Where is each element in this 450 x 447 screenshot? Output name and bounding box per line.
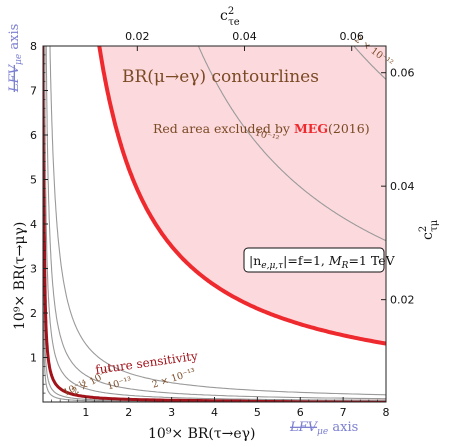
parameter-box: |ne,μ,τ|=f=1, MR=1 TeV	[243, 247, 396, 273]
top-axis-label: c2 τe	[220, 6, 240, 28]
contour-line	[45, 46, 386, 400]
y-tick-label: 8	[30, 40, 37, 53]
svg-text:|ne,μ,τ|=f=1, MR=1 TeV: |ne,μ,τ|=f=1, MR=1 TeV	[249, 253, 396, 271]
axis-ticks-layer: 1 2 3 4 5 6 7 8 1 2 3 4 5 6 7 8 0.02 0.04 0.06 0.02 0.04 0.06	[30, 30, 415, 419]
excluded-region-label: Red area excluded by MEG(2016)	[153, 121, 370, 136]
contour-line	[43, 67, 386, 402]
svg-text:LFVμe axis: LFVμe axis	[289, 420, 358, 437]
contour-label: 2 × 10⁻¹³	[151, 366, 197, 390]
x-tick-label: 7	[340, 406, 347, 419]
lfv-x-axis-label: LFVμe axis	[289, 420, 358, 437]
y-tick-label: 1	[30, 352, 37, 365]
x-axis-label: 10⁹× BR(τ→eγ)	[148, 426, 256, 442]
svg-text:LFVμe axis: LFVμe axis	[7, 24, 24, 93]
top-tick-label: 0.06	[339, 30, 364, 43]
contour-lines-layer	[43, 46, 386, 402]
meg-bound-line	[97, 46, 386, 346]
top-tick-label: 0.02	[125, 30, 150, 43]
right-tick-label: 0.06	[390, 67, 415, 80]
x-tick-label: 1	[82, 406, 89, 419]
x-tick-label: 5	[254, 406, 261, 419]
x-tick-label: 2	[125, 406, 132, 419]
right-axis-label: c2τμ	[418, 219, 440, 240]
y-tick-label: 6	[30, 129, 37, 142]
y-axis-label: 10⁹× BR(τ→μγ)	[12, 222, 28, 330]
right-tick-label: 0.04	[390, 180, 415, 193]
y-tick-label: 5	[30, 174, 37, 187]
y-tick-label: 2	[30, 307, 37, 320]
x-tick-label: 8	[383, 406, 390, 419]
contour-line	[44, 46, 386, 401]
lfv-y-axis-label: LFVμe axis	[7, 24, 24, 93]
chart-title: BR(μ→eγ) contourlines	[122, 67, 319, 87]
contour-line	[49, 46, 386, 396]
y-tick-label: 7	[30, 85, 37, 98]
x-tick-label: 6	[297, 406, 304, 419]
x-tick-label: 4	[211, 406, 218, 419]
contour-line	[197, 46, 386, 242]
y-tick-label: 3	[30, 263, 37, 276]
y-tick-label: 4	[30, 218, 37, 231]
top-tick-label: 0.04	[232, 30, 257, 43]
contour-line	[353, 46, 386, 81]
right-tick-label: 0.02	[390, 294, 415, 307]
future-sensitivity-line	[43, 46, 386, 402]
x-tick-label: 3	[168, 406, 175, 419]
